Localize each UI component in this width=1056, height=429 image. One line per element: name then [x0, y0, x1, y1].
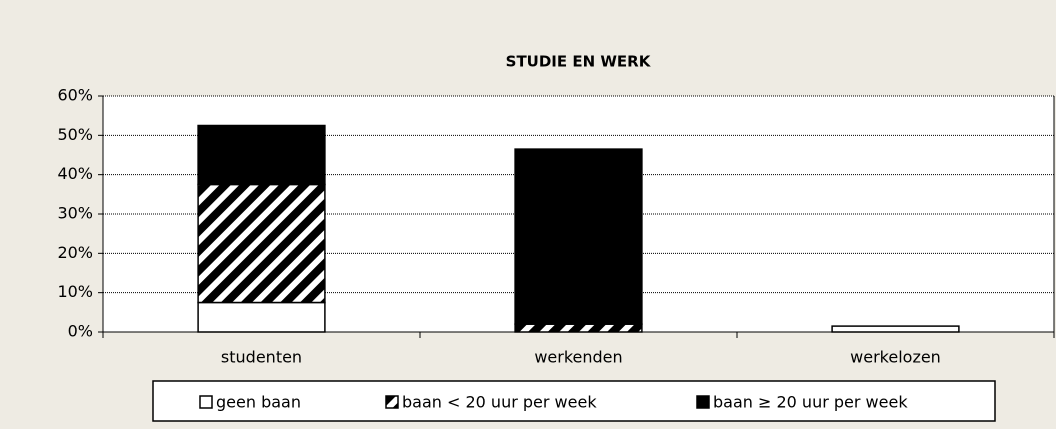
y-tick-label: 20%	[57, 243, 93, 262]
legend-swatch	[385, 395, 399, 409]
bar-segment	[197, 124, 326, 186]
y-tick-label: 60%	[57, 86, 93, 105]
bar-segment	[197, 301, 326, 333]
legend-label: baan ≥ 20 uur per week	[713, 393, 908, 412]
x-tick-label: werkenden	[534, 348, 622, 367]
y-tick-label: 10%	[57, 282, 93, 301]
bar-segment	[514, 148, 643, 325]
y-tick-label: 30%	[57, 204, 93, 223]
legend-swatch	[199, 395, 213, 409]
x-tick-label: werkelozen	[850, 348, 941, 367]
legend-label: geen baan	[216, 393, 301, 412]
legend-label: baan < 20 uur per week	[402, 393, 597, 412]
y-tick-label: 0%	[68, 322, 93, 341]
bar-segment	[197, 183, 326, 304]
bar-segment	[831, 325, 960, 333]
x-tick-label: studenten	[221, 348, 302, 367]
y-tick-label: 50%	[57, 125, 93, 144]
legend-box	[152, 380, 996, 422]
y-tick-label: 40%	[57, 164, 93, 183]
legend-swatch	[696, 395, 710, 409]
chart-title: STUDIE EN WERK	[506, 53, 652, 71]
bar-segment	[514, 323, 643, 333]
